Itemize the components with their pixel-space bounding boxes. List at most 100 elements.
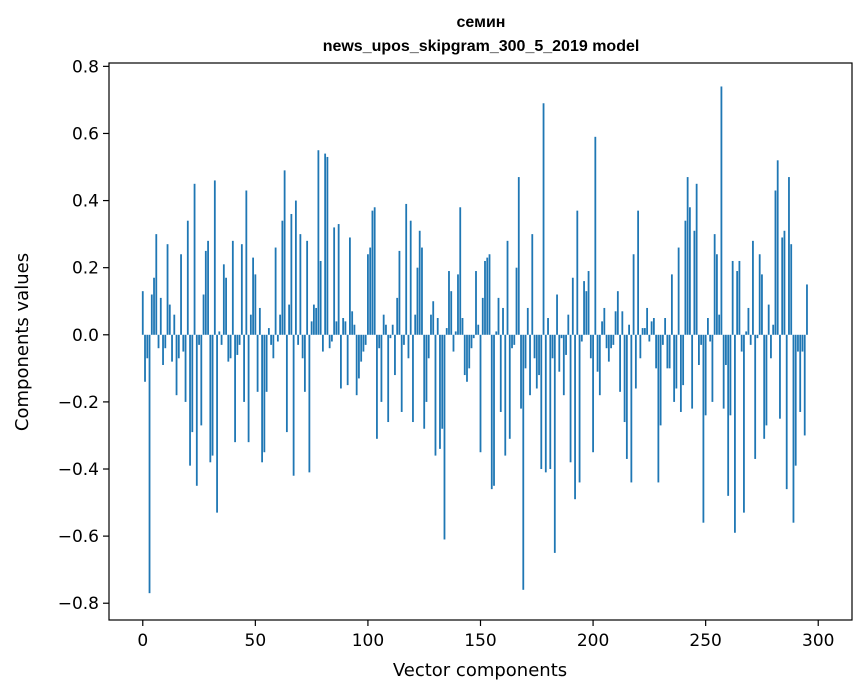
bar [583,281,585,335]
bar [376,334,378,439]
bar [164,334,167,349]
bar [684,220,687,335]
bar [578,334,581,483]
bar [499,334,502,412]
bar [252,257,254,335]
bar [542,103,545,335]
bar [722,334,725,409]
bar [258,307,261,335]
bar [472,334,475,339]
bar [290,213,293,335]
bar [601,321,603,335]
bar [740,334,743,352]
bar [686,177,689,335]
bar [605,334,608,349]
bar [380,334,383,402]
bar [315,307,318,335]
chart-subtitle: news_upos_skipgram_300_5_2019 model [323,38,640,55]
bar [655,334,658,369]
bar [346,334,349,386]
bar [335,321,338,335]
bar [358,334,360,379]
bar [317,150,320,335]
bar [427,334,430,359]
bar [691,334,694,409]
bar [326,156,329,335]
x-tick-label: 150 [464,631,496,651]
bar [794,334,797,466]
bar [236,334,239,355]
bar [285,334,288,433]
bar [549,334,552,470]
bar [493,334,495,486]
bar [729,334,732,416]
bar [783,230,786,335]
bar [436,318,439,335]
bar [664,318,667,335]
bar [506,240,509,335]
bar [565,334,567,355]
bar [526,307,529,335]
bar [229,334,232,359]
bar [202,294,205,335]
plot-frame [108,62,853,621]
bar [569,334,572,463]
bar [279,314,282,335]
bar [342,318,345,335]
bar [634,334,637,389]
bar [182,334,185,352]
bar [720,86,723,335]
bar [752,240,754,335]
bar [371,210,374,335]
bar [321,334,324,352]
bar [466,334,468,382]
bar [790,244,793,335]
bar [265,334,268,392]
bar [256,334,259,392]
bar [249,314,252,335]
bar [367,254,369,335]
bar [529,334,531,396]
bar [673,334,676,402]
bar [774,190,777,335]
bar [189,334,191,466]
bar [394,334,396,376]
bar [758,254,761,335]
bar [745,331,748,335]
bar [533,334,536,359]
bar [349,237,351,335]
bar [468,334,471,369]
bar [276,334,279,342]
bar [211,334,214,456]
bar [222,264,225,335]
bar [560,334,563,339]
bar [243,334,245,402]
bar [191,334,194,433]
bar [553,334,556,553]
bar [695,183,698,335]
bar [585,291,588,335]
bar [725,334,727,365]
bar [141,291,144,335]
bar [204,250,207,335]
bar [144,334,146,382]
bar [439,334,441,449]
bar [430,314,432,335]
bar [716,254,718,335]
bar [387,334,390,423]
x-tick-label: 250 [689,631,721,651]
bar [754,334,757,459]
bar [772,324,775,335]
bar [292,334,295,476]
bar [659,334,662,426]
bar [743,334,745,513]
bar [598,334,601,396]
y-tick-label: 0.8 [72,57,99,77]
bar [668,334,671,369]
bar [661,334,664,345]
bar [389,334,392,339]
bar [520,334,522,409]
bar [162,334,164,365]
bar [709,334,712,342]
bar [628,324,630,335]
